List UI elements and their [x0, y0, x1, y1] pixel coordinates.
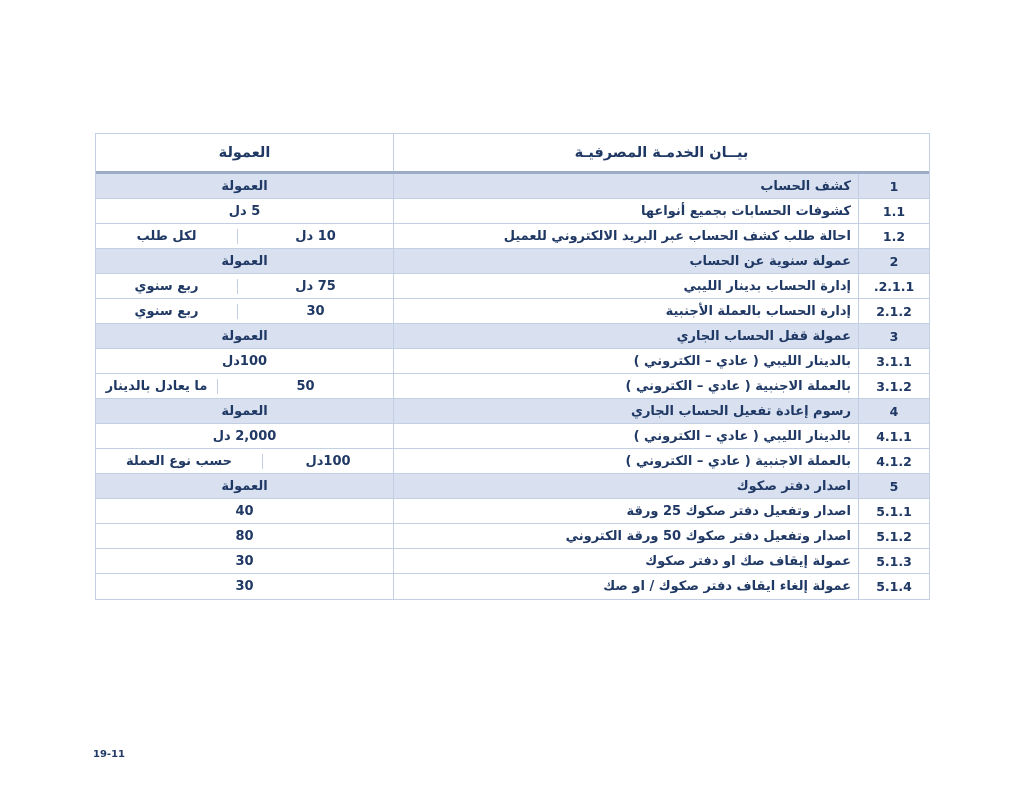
service-description: بالدينار الليبي ( عادي – الكتروني ) — [394, 424, 859, 448]
fee-cell: 80 — [96, 524, 394, 548]
row-number: 2.1.2 — [876, 303, 912, 319]
fee-cell: 40 — [96, 499, 394, 523]
fee-cell: 100دل — [96, 349, 394, 373]
table-row: 3.1.1 بالدينار الليبي ( عادي – الكتروني )… — [96, 349, 929, 374]
fee-value: 30 — [306, 303, 325, 319]
fee-cell: 30 ربع سنوي — [96, 299, 394, 323]
table-row: 5.1.3 عمولة إيقاف صك او دفتر صكوك 30 — [96, 549, 929, 574]
fee-value: 30 — [235, 553, 254, 569]
table-row: 4.1.2 بالعملة الاجنبية ( عادي – الكتروني … — [96, 449, 929, 474]
section-row: 4 رسوم إعادة تفعيل الحساب الجاري العمولة — [96, 399, 929, 424]
table-header-fee: العمولة — [96, 134, 394, 171]
row-number: 5.1.4 — [876, 579, 912, 594]
section-row: 1 كشف الحساب العمولة — [96, 174, 929, 199]
table-row: 5.1.1 اصدار وتفعيل دفتر صكوك 25 ورقة 40 — [96, 499, 929, 524]
fee-value: 100دل — [305, 453, 351, 469]
service-description: احالة طلب كشف الحساب عبر البريد الالكترو… — [394, 224, 859, 248]
service-description: بالعملة الاجنبية ( عادي – الكتروني ) — [394, 449, 859, 473]
row-number: 5.1.2 — [876, 528, 912, 544]
fee-cell: العمولة — [96, 474, 394, 498]
service-description: عمولة إلغاء ايقاف دفتر صكوك / او صك — [394, 574, 859, 599]
fee-note: ربع سنوي — [96, 303, 238, 319]
row-number: 3.1.2 — [876, 378, 912, 394]
fee-cell: العمولة — [96, 324, 394, 348]
service-description: عمولة قفل الحساب الجاري — [394, 324, 859, 348]
row-number: 1.1 — [882, 203, 906, 219]
fee-value: العمولة — [221, 328, 268, 344]
table-row: 3.1.2 بالعملة الاجنبية ( عادي – الكتروني … — [96, 374, 929, 399]
fee-value: 50 — [296, 378, 315, 394]
section-row: 2 عمولة سنوية عن الحساب العمولة — [96, 249, 929, 274]
service-description: كشوفات الحسابات بجميع أنواعها — [394, 199, 859, 223]
table-row: 5.1.2 اصدار وتفعيل دفتر صكوك 50 ورقة الكت… — [96, 524, 929, 549]
fee-cell: العمولة — [96, 174, 394, 198]
fee-value: 75 دل — [295, 278, 336, 294]
fee-value: 80 — [235, 528, 254, 544]
service-description: بالدينار الليبي ( عادي – الكتروني ) — [394, 349, 859, 373]
row-number: 3.1.1 — [876, 353, 912, 369]
row-number: 4.1.1 — [876, 428, 912, 444]
service-description: إدارة الحساب بدينار الليبي — [394, 274, 859, 298]
section-row: 3 عمولة قفل الحساب الجاري العمولة — [96, 324, 929, 349]
table-row: 2.1.2 إدارة الحساب بالعملة الأجنبية 30 ربع … — [96, 299, 929, 324]
fee-note: لكل طلب — [96, 228, 238, 244]
table-body: 1 كشف الحساب العمولة 1.1 كشوفات الحسابات بجم… — [96, 174, 929, 599]
service-description: اصدار وتفعيل دفتر صكوك 25 ورقة — [394, 499, 859, 523]
fees-table: بيــان الخدمـة المصرفيـة العمولة 1 كشف ال… — [95, 133, 930, 600]
service-description: اصدار دفتر صكوك — [394, 474, 859, 498]
fee-cell: 30 — [96, 549, 394, 573]
fee-cell: 5 دل — [96, 199, 394, 223]
row-number: 2.1.1. — [873, 278, 915, 294]
fee-cell: 2,000 دل — [96, 424, 394, 448]
row-number: 5.1.1 — [876, 503, 912, 519]
fee-value: 40 — [235, 503, 254, 519]
fee-cell: 30 — [96, 574, 394, 599]
row-number: 4.1.2 — [876, 453, 912, 469]
table-row: 5.1.4 عمولة إلغاء ايقاف دفتر صكوك / او صك… — [96, 574, 929, 599]
fee-note: حسب نوع العملة — [96, 453, 263, 469]
row-number: 4 — [889, 403, 899, 419]
service-description: إدارة الحساب بالعملة الأجنبية — [394, 299, 859, 323]
service-description: عمولة إيقاف صك او دفتر صكوك — [394, 549, 859, 573]
service-description: عمولة سنوية عن الحساب — [394, 249, 859, 273]
table-row: 1.2 احالة طلب كشف الحساب عبر البريد الالك… — [96, 224, 929, 249]
fee-cell: العمولة — [96, 399, 394, 423]
fee-cell: 10 دل لكل طلب — [96, 224, 394, 248]
fee-value: 10 دل — [295, 228, 336, 244]
table-row: 1.1 كشوفات الحسابات بجميع أنواعها 5 دل — [96, 199, 929, 224]
fee-value: 30 — [235, 579, 254, 594]
fee-note: ما يعادل بالدينار — [96, 378, 218, 394]
fee-value: العمولة — [221, 178, 268, 194]
service-description: بالعملة الاجنبية ( عادي – الكتروني ) — [394, 374, 859, 398]
fee-note: ربع سنوي — [96, 278, 238, 294]
page-number: 19-11 — [93, 749, 125, 760]
table-row: 2.1.1. إدارة الحساب بدينار الليبي 75 دل ربع… — [96, 274, 929, 299]
fee-cell: العمولة — [96, 249, 394, 273]
service-description: رسوم إعادة تفعيل الحساب الجاري — [394, 399, 859, 423]
service-description: اصدار وتفعيل دفتر صكوك 50 ورقة الكتروني — [394, 524, 859, 548]
fee-cell: 75 دل ربع سنوي — [96, 274, 394, 298]
fee-cell: 50 ما يعادل بالدينار — [96, 374, 394, 398]
row-number: 1 — [889, 178, 899, 194]
fee-cell: 100دل حسب نوع العملة — [96, 449, 394, 473]
fee-value: 2,000 دل — [212, 428, 277, 444]
row-number: 5.1.3 — [876, 553, 912, 569]
section-row: 5 اصدار دفتر صكوك العمولة — [96, 474, 929, 499]
row-number: 1.2 — [882, 228, 906, 244]
table-row: 4.1.1 بالدينار الليبي ( عادي – الكتروني )… — [96, 424, 929, 449]
service-description: كشف الحساب — [394, 174, 859, 198]
fee-value: العمولة — [221, 478, 268, 494]
fee-value: 5 دل — [228, 203, 261, 219]
table-header-service: بيــان الخدمـة المصرفيـة — [574, 144, 749, 161]
fee-value: العمولة — [221, 403, 268, 419]
row-number: 2 — [889, 253, 899, 269]
fee-value: العمولة — [221, 253, 268, 269]
row-number: 5 — [889, 478, 899, 494]
row-number: 3 — [889, 328, 899, 344]
fee-value: 100دل — [221, 353, 268, 369]
table-header-row: بيــان الخدمـة المصرفيـة العمولة — [96, 134, 929, 174]
